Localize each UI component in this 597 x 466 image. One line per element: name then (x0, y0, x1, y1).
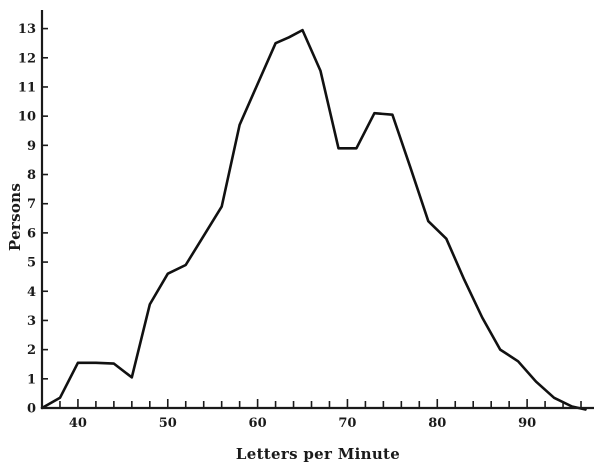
series-line (40, 28, 587, 411)
y-tick-label: 11 (18, 80, 36, 95)
y-tick-label: 4 (27, 285, 36, 300)
y-tick-label: 10 (18, 110, 36, 125)
x-tick-label: 90 (518, 416, 536, 431)
x-tick-label: 40 (69, 416, 87, 431)
y-tick-label: 3 (27, 314, 36, 329)
x-tick-label: 80 (428, 416, 446, 431)
y-tick-label: 13 (18, 22, 36, 37)
x-tick-label: 70 (338, 416, 356, 431)
y-tick-label: 7 (27, 197, 36, 212)
y-tick-label: 8 (27, 168, 36, 183)
y-tick-label: 2 (27, 343, 36, 358)
axes (40, 10, 594, 410)
y-tick-label: 12 (18, 51, 36, 66)
x-tick-label: 60 (249, 416, 267, 431)
x-tick-label: 50 (159, 416, 177, 431)
y-tick-label: 5 (27, 256, 36, 271)
y-tick-label: 6 (27, 226, 36, 241)
y-tick-label: 9 (27, 139, 36, 154)
y-axis-title: Persons (6, 183, 24, 251)
x-axis-title: Letters per Minute (236, 445, 400, 463)
y-tick-label: 1 (27, 372, 36, 387)
plot-area (40, 28, 587, 411)
y-tick-label: 0 (27, 402, 36, 417)
x-axis-ticks: 40 50 60 70 80 90 (41, 399, 582, 431)
